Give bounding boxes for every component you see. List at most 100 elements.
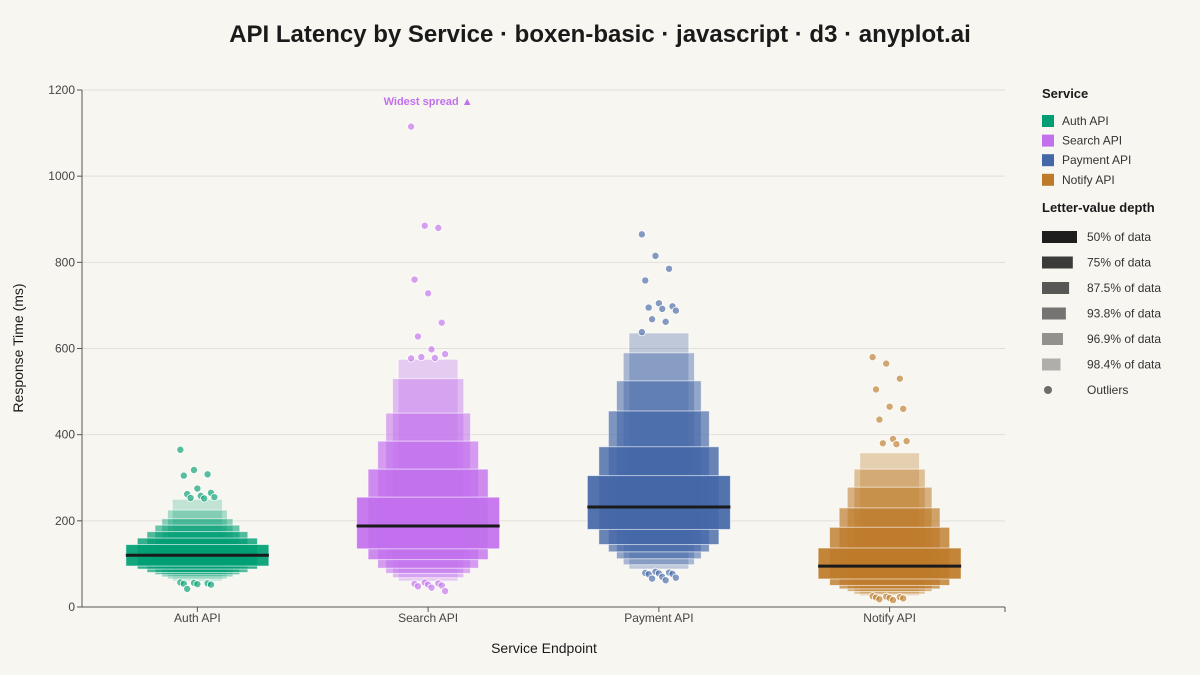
- legend-label: Notify API: [1062, 173, 1115, 187]
- outlier-point: [899, 404, 908, 413]
- x-tick-label: Auth API: [174, 611, 221, 625]
- plot-area: Widest spread ▲: [125, 96, 962, 605]
- outlier-point: [413, 582, 422, 591]
- y-axis-label: Response Time (ms): [10, 283, 26, 412]
- outlier-point: [424, 289, 433, 298]
- outlier-point: [430, 353, 439, 362]
- y-tick-label: 1200: [48, 83, 75, 97]
- outlier-point: [637, 328, 646, 337]
- outlier-point: [176, 445, 185, 454]
- legend-label: Payment API: [1062, 153, 1131, 167]
- legend-label: Search API: [1062, 134, 1122, 148]
- outlier-point: [665, 264, 674, 273]
- outlier-point: [206, 580, 215, 589]
- y-tick-label: 200: [55, 514, 75, 528]
- legend-swatch: [1042, 173, 1054, 186]
- legend-depth-swatch: [1042, 307, 1066, 320]
- legend-swatch: [1042, 154, 1054, 167]
- legend-outlier-swatch: [1044, 386, 1052, 394]
- chart-title: API Latency by Service · boxen-basic · j…: [229, 21, 971, 48]
- series-payment-api: [586, 230, 731, 585]
- legend-swatch: [1042, 134, 1054, 147]
- y-tick-label: 0: [68, 600, 75, 614]
- boxen-box: [356, 496, 501, 550]
- outlier-point: [644, 303, 653, 312]
- series-auth-api: [125, 445, 270, 593]
- outlier-point: [872, 385, 881, 394]
- legend-depth-swatch: [1042, 333, 1063, 345]
- x-tick-label: Search API: [398, 611, 458, 625]
- x-tick-label: Payment API: [624, 611, 693, 625]
- annotation-widest-spread: Widest spread ▲: [384, 96, 473, 108]
- outlier-point: [193, 484, 202, 493]
- outlier-point: [661, 576, 670, 585]
- outlier-point: [899, 594, 908, 603]
- x-axis-label: Service Endpoint: [491, 640, 597, 656]
- outlier-point: [868, 353, 877, 362]
- series-search-api: [356, 122, 501, 596]
- boxen-box: [817, 547, 962, 580]
- outlier-point: [417, 353, 426, 362]
- outlier-point: [437, 318, 446, 327]
- x-tick-label: Notify API: [863, 611, 916, 625]
- outlier-point: [189, 465, 198, 474]
- legend-outliers-label: Outliers: [1087, 383, 1128, 397]
- outlier-point: [648, 574, 657, 583]
- outlier-point: [183, 584, 192, 593]
- outlier-point: [427, 583, 436, 592]
- outlier-point: [651, 251, 660, 260]
- legend-depth-label: 50% of data: [1087, 230, 1151, 244]
- legend-swatch: [1042, 115, 1054, 127]
- y-tick-label: 400: [55, 428, 75, 442]
- legend-depth-label: 96.9% of data: [1087, 332, 1161, 346]
- legend-depth-label: 87.5% of data: [1087, 281, 1161, 295]
- outlier-point: [410, 275, 419, 284]
- outlier-point: [441, 587, 450, 596]
- y-tick-label: 800: [55, 255, 75, 269]
- outlier-point: [193, 580, 202, 589]
- outlier-point: [875, 415, 884, 424]
- outlier-point: [637, 230, 646, 239]
- outlier-point: [658, 304, 667, 313]
- outlier-point: [902, 437, 911, 446]
- outlier-point: [671, 306, 680, 315]
- series-notify-api: [817, 353, 962, 605]
- outlier-point: [892, 440, 901, 449]
- outlier-point: [434, 223, 443, 232]
- boxen-box: [586, 475, 731, 530]
- outlier-point: [413, 332, 422, 341]
- outlier-point: [407, 354, 416, 363]
- outlier-point: [420, 221, 429, 230]
- legend-depth-title: Letter-value depth: [1042, 200, 1155, 215]
- legend-depth-swatch: [1042, 256, 1073, 269]
- y-tick-label: 1000: [48, 169, 75, 183]
- outlier-point: [441, 350, 450, 359]
- outlier-point: [210, 493, 219, 502]
- legend-depth-label: 75% of data: [1087, 256, 1151, 270]
- outlier-point: [203, 470, 212, 479]
- outlier-point: [179, 471, 188, 480]
- legend-depth-swatch: [1042, 358, 1061, 371]
- legend-depth-swatch: [1042, 282, 1070, 294]
- outlier-point: [641, 276, 650, 285]
- axes: 0 200 400 600 800 1000 1200 Auth API Search API P…: [48, 83, 1006, 625]
- outlier-point: [648, 315, 657, 324]
- outlier-point: [878, 439, 887, 448]
- legend-depth-label: 98.4% of data: [1087, 358, 1161, 372]
- outlier-point: [661, 317, 670, 326]
- outlier-point: [885, 402, 894, 411]
- outlier-point: [895, 374, 904, 383]
- outlier-point: [671, 573, 680, 582]
- legend-depth-swatch: [1042, 231, 1077, 243]
- y-tick-label: 600: [55, 342, 75, 356]
- outlier-point: [889, 596, 898, 605]
- outlier-point: [882, 359, 891, 368]
- outlier-point: [407, 122, 416, 131]
- legend: Service Letter-value depth Auth API Searc…: [1042, 86, 1161, 397]
- legend-depth-label: 93.8% of data: [1087, 307, 1161, 321]
- outlier-point: [186, 493, 195, 502]
- legend-label: Auth API: [1062, 114, 1109, 128]
- gridlines: [82, 89, 1005, 608]
- outlier-point: [200, 494, 209, 503]
